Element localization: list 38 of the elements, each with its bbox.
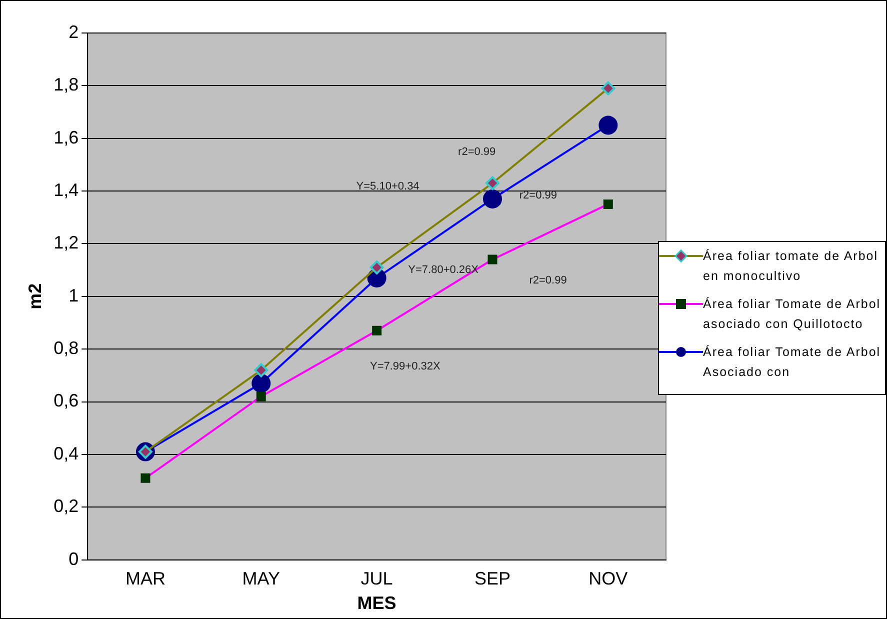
y-tick-label: 0,8 (54, 338, 79, 358)
point (485, 176, 500, 190)
annotation: r2=0.99 (529, 274, 567, 287)
x-tick-label: MAR (125, 568, 166, 589)
point (254, 363, 268, 378)
point (488, 254, 498, 264)
y-tick-label: 1,8 (54, 74, 79, 95)
point (482, 189, 502, 208)
x-tick-label: SEP (474, 568, 510, 589)
legend-label: Área foliar tomate de Arbol en monocultivo (703, 248, 879, 285)
y-tick-label: 2 (68, 22, 79, 42)
y-tick-label: 0,4 (54, 443, 79, 464)
point (603, 199, 613, 209)
point (372, 326, 382, 336)
y-tick-label: 0 (68, 548, 79, 569)
x-axis-title: MES (357, 593, 396, 614)
x-tick-label: MAY (242, 568, 280, 589)
annotation: r2=0.99 (458, 146, 496, 158)
point (601, 81, 616, 96)
point (598, 116, 618, 135)
annotation: r2=0.99 (519, 189, 557, 202)
annotation: Y=5.10+0.34 (356, 180, 420, 192)
x-tick-label: JUL (360, 568, 393, 589)
point (252, 374, 271, 393)
y-tick-label: 1 (68, 285, 79, 306)
point (370, 260, 384, 274)
y-axis-title: m2 (24, 283, 45, 310)
annotation: Y=7.99+0.32X (370, 360, 441, 372)
legend-label: Área foliar Tomate de Arbol asociado con Quillotocto (703, 296, 882, 333)
y-tick-label: 0,2 (54, 496, 79, 516)
y-tick-label: 0,6 (54, 390, 79, 411)
point (140, 473, 150, 483)
y-tick-label: 1,2 (54, 232, 79, 253)
y-tick-label: 1,6 (54, 127, 79, 148)
x-tick-label: NOV (588, 568, 628, 589)
y-tick-label: 1,4 (54, 180, 79, 200)
legend-label: Área foliar Tomate de Arbol Asociado con (703, 344, 882, 381)
point (256, 392, 266, 402)
